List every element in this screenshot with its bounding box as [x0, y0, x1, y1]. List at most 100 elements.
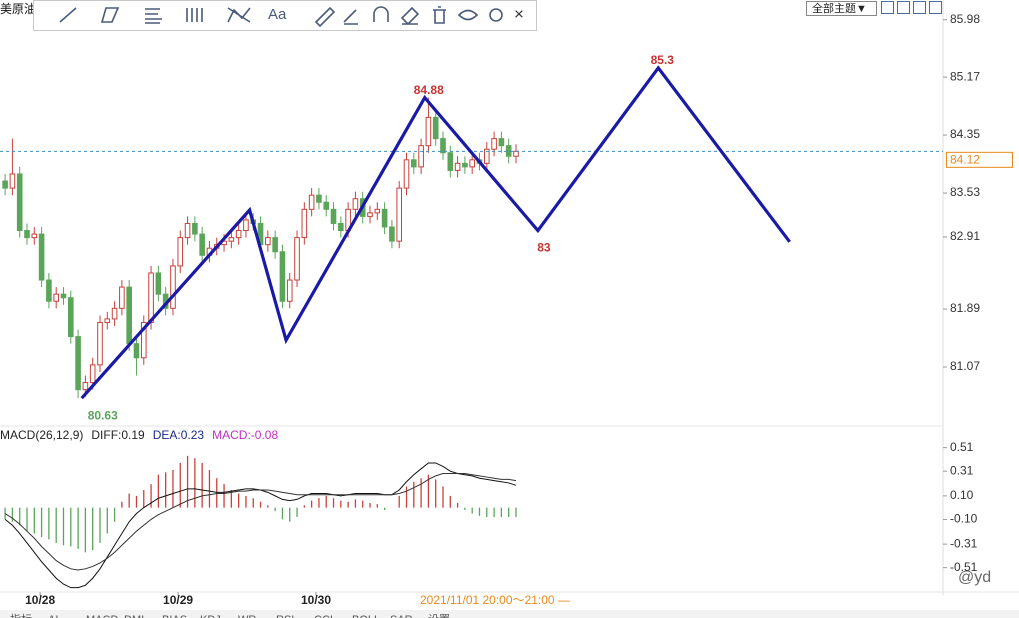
indicator-header: MACD(26,12,9): [0, 428, 83, 442]
candle-body: [177, 237, 184, 267]
tab[interactable]: BOLL: [352, 614, 380, 618]
tab[interactable]: KDJ: [200, 614, 221, 618]
tab[interactable]: RSI: [276, 614, 294, 618]
candle-body: [140, 321, 147, 359]
macd-line: [4, 473, 517, 571]
x-tick-label: 10/28: [25, 593, 55, 607]
candle-body: [469, 159, 475, 168]
scroll-button[interactable]: [929, 1, 942, 14]
candle-body: [411, 159, 417, 168]
ruler-tool[interactable]: [314, 6, 336, 28]
toolbar-box: [33, 0, 537, 31]
zoom-button[interactable]: [897, 1, 910, 14]
toolbar: Aa ×: [33, 0, 537, 31]
candle-body: [367, 212, 373, 217]
y-tick-label: 83.53: [950, 185, 980, 199]
tab[interactable]: WR: [238, 614, 256, 618]
indicator-header: DEA:0.23: [153, 428, 205, 442]
candle-body: [60, 293, 67, 299]
candle-body: [24, 230, 30, 239]
candle-body: [272, 237, 278, 253]
candle-body: [199, 233, 205, 256]
close-button[interactable]: ×: [514, 4, 524, 23]
candle-body: [111, 307, 118, 320]
pattern-tool[interactable]: [227, 7, 251, 23]
magnet-tool[interactable]: [373, 6, 389, 22]
candle-body: [447, 152, 454, 171]
candle-body: [119, 286, 125, 309]
candle-body: [374, 208, 381, 214]
candle-body: [53, 293, 59, 302]
candle-body: [513, 150, 519, 157]
y-tick-label: 81.89: [950, 301, 980, 315]
candle-body: [265, 237, 271, 246]
watermark: @yd: [958, 569, 991, 586]
scroll-button[interactable]: [913, 1, 926, 14]
fib-tool[interactable]: [145, 8, 162, 24]
projection-label: 83: [537, 241, 551, 255]
last-price-label: 84.12: [950, 153, 980, 167]
projection-line: [80, 65, 791, 400]
candle-body: [323, 201, 330, 210]
tab[interactable]: AI: [48, 614, 58, 618]
candle-body: [126, 286, 132, 345]
candle-body: [352, 198, 359, 210]
candle-body: [46, 279, 52, 302]
y-tick-label: 81.07: [950, 359, 980, 373]
tab[interactable]: DMI: [124, 614, 144, 618]
visibility-tool[interactable]: [457, 9, 479, 21]
theme-button[interactable]: 全部主题▼: [812, 1, 867, 15]
candle-body: [148, 272, 154, 323]
y-tick-label: 85.17: [950, 69, 980, 83]
candle-body: [381, 208, 388, 228]
candle-body: [483, 148, 490, 164]
candle-body: [308, 194, 315, 210]
tab[interactable]: CCI: [314, 614, 333, 618]
y-tick-label: 85.98: [950, 12, 980, 26]
tab[interactable]: BIAS: [162, 614, 187, 618]
y-tick-label: 0.10: [950, 488, 974, 502]
y-tick-label: 0.51: [950, 440, 974, 454]
candle-body: [235, 230, 242, 239]
zoom-button[interactable]: [881, 1, 894, 14]
line-tool[interactable]: [59, 7, 77, 23]
period-tool[interactable]: [186, 8, 203, 22]
last-price-box: [946, 151, 1013, 168]
x-tick-label: 10/29: [163, 593, 193, 607]
candle-body: [338, 222, 344, 232]
candle-body: [82, 382, 89, 391]
candle-body: [184, 222, 191, 239]
candle-body: [462, 162, 468, 168]
tab[interactable]: SAR: [390, 614, 413, 618]
theme-box[interactable]: [806, 1, 877, 16]
candle-body: [440, 138, 446, 154]
candle-body: [9, 173, 16, 189]
font-button[interactable]: Aa: [268, 6, 287, 23]
candle-body: [498, 138, 505, 147]
candle-body: [104, 318, 111, 323]
delete-tool[interactable]: [433, 6, 446, 24]
y-tick-label: -0.31: [950, 536, 978, 550]
tab-bar: [0, 610, 1019, 618]
pen-tool[interactable]: [343, 9, 358, 25]
candle-body: [316, 194, 322, 203]
candle-body: [418, 145, 424, 168]
candle-body: [403, 159, 410, 189]
tab[interactable]: 指标: [10, 612, 32, 618]
channel-tool[interactable]: [100, 7, 120, 23]
candle-body: [425, 116, 432, 147]
candle-body: [75, 336, 81, 391]
symbol: 美原油: [0, 2, 36, 16]
settings-tool[interactable]: [489, 8, 503, 22]
candle-body: [396, 187, 403, 242]
candle-body: [192, 222, 198, 235]
projection-label: 80.63: [88, 408, 118, 422]
candle-body: [228, 237, 235, 242]
tab[interactable]: 设置: [428, 613, 450, 618]
eraser-tool[interactable]: [400, 6, 420, 26]
candle-body: [389, 226, 395, 242]
tab[interactable]: MACD: [86, 614, 118, 618]
